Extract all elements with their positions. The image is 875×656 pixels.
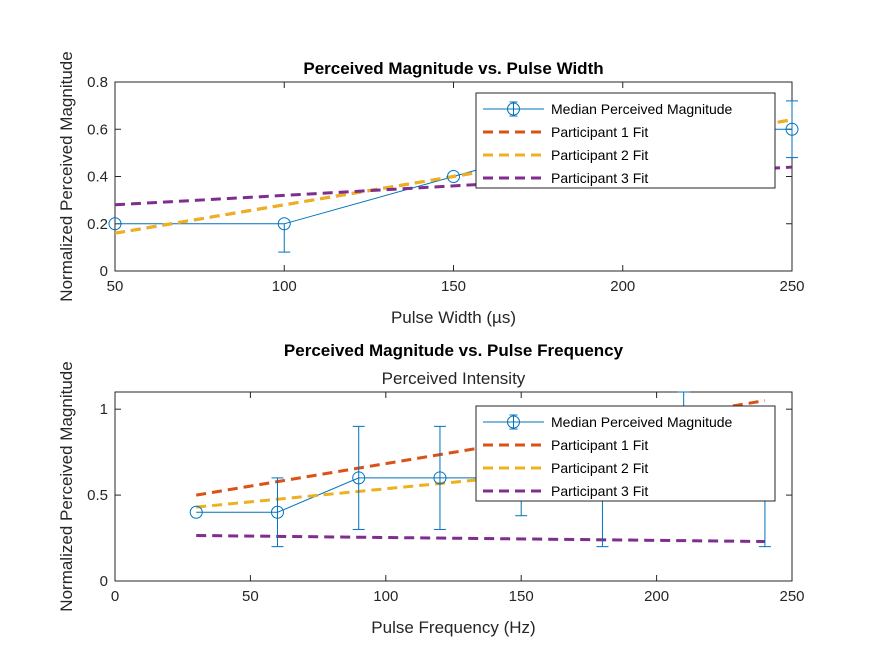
x-tick-label: 50 xyxy=(242,588,259,605)
y-tick-label: 0 xyxy=(100,573,108,590)
data-point xyxy=(277,217,291,231)
legend-label: Participant 1 Fit xyxy=(551,437,648,453)
y-tick-label: 0.2 xyxy=(87,216,108,233)
data-point xyxy=(785,122,799,136)
legend: Median Perceived Magnitude Participant 1 … xyxy=(475,405,776,502)
x-axis-label: Pulse Width (µs) xyxy=(391,308,516,327)
data-point xyxy=(189,505,203,519)
legend: Median Perceived Magnitude Participant 1 … xyxy=(475,92,776,189)
x-tick-label: 250 xyxy=(779,588,804,605)
pulse-frequency-plot: 0 50 100 150 200 250 0 0.5 1 Perceived Magnitude … xyxy=(57,341,805,637)
legend-label: Participant 3 Fit xyxy=(551,170,648,186)
legend-label: Participant 3 Fit xyxy=(551,483,648,499)
x-tick-label: 50 xyxy=(107,278,124,295)
y-axis-label: Normalized Perceived Magnitude xyxy=(57,361,76,611)
legend-label: Median Perceived Magnitude xyxy=(551,414,733,430)
x-tick-label: 200 xyxy=(644,588,669,605)
data-point xyxy=(108,217,122,231)
pulse-width-plot: 50 100 150 200 250 0 0.2 0.4 0.6 0.8 Perceived Mag… xyxy=(57,51,805,327)
y-tick-label: 0 xyxy=(100,263,108,280)
y-tick-label: 0.4 xyxy=(87,169,108,186)
x-tick-label: 0 xyxy=(111,588,119,605)
legend-marker xyxy=(507,102,520,116)
fit-line-2 xyxy=(115,118,792,235)
chart-title: Perceived Magnitude vs. Pulse Frequency xyxy=(284,341,624,360)
y-tick-label: 0.5 xyxy=(87,487,108,504)
y-tick-label: 0.6 xyxy=(87,121,108,138)
x-tick-label: 150 xyxy=(509,588,534,605)
x-tick-label: 100 xyxy=(373,588,398,605)
x-tick-label: 150 xyxy=(441,278,466,295)
x-tick-label: 100 xyxy=(272,278,297,295)
legend-label: Participant 1 Fit xyxy=(551,124,648,140)
legend-label: Participant 2 Fit xyxy=(551,147,648,163)
legend-label: Participant 2 Fit xyxy=(551,460,648,476)
data-point xyxy=(352,471,366,485)
x-axis-label: Pulse Frequency (Hz) xyxy=(371,618,535,637)
x-tick-label: 250 xyxy=(779,278,804,295)
data-point xyxy=(433,471,447,485)
data-point xyxy=(447,170,460,183)
legend-marker xyxy=(507,415,520,429)
y-axis-label: Normalized Perceived Magnitude xyxy=(57,51,76,301)
fit-line-3 xyxy=(196,534,765,543)
chart-subtitle: Perceived Intensity xyxy=(382,369,526,388)
y-tick-label: 0.8 xyxy=(87,74,108,91)
chart-title: Perceived Magnitude vs. Pulse Width xyxy=(303,59,603,78)
legend-label: Median Perceived Magnitude xyxy=(551,101,733,117)
x-tick-label: 200 xyxy=(610,278,635,295)
data-point xyxy=(270,505,284,519)
y-tick-label: 1 xyxy=(100,401,108,418)
